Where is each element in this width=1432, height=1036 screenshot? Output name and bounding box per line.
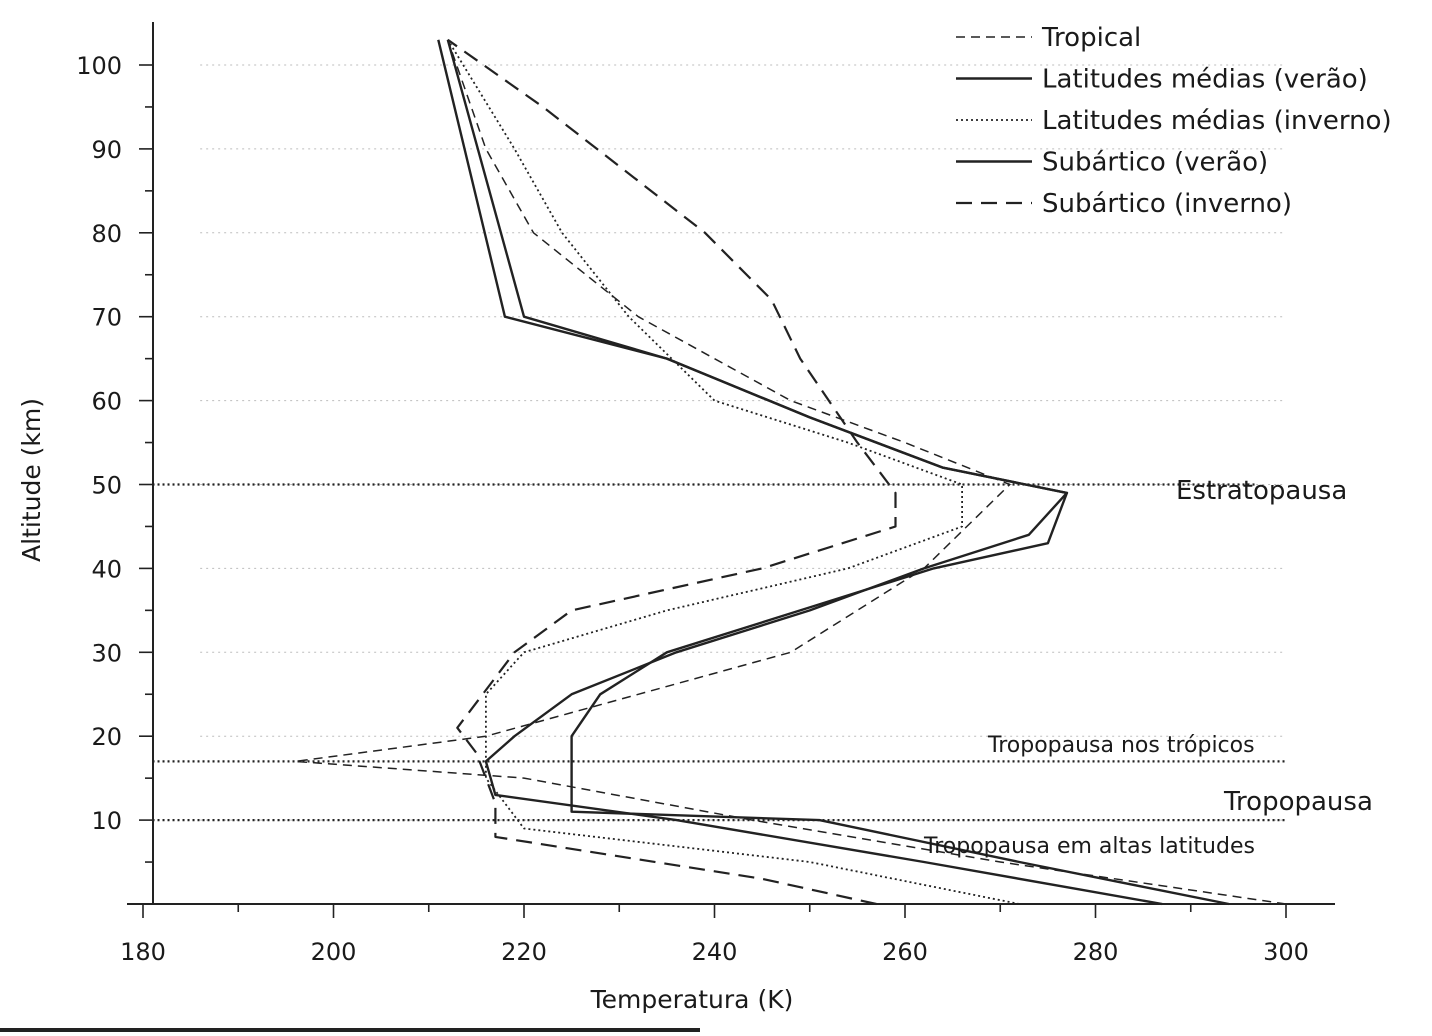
y-tick-label-10: 10 xyxy=(91,807,122,835)
y-tick-label-70: 70 xyxy=(91,304,122,332)
legend-label-1: Tropical xyxy=(1041,23,1141,53)
series-line-3 xyxy=(447,39,1020,905)
tropopausa-altas-latitudes-label: Tropopausa em altas latitudes xyxy=(923,834,1255,859)
grid-layer xyxy=(200,64,1286,821)
series-layer xyxy=(294,38,1287,906)
y-tick-label-50: 50 xyxy=(91,472,122,500)
series-line-5 xyxy=(447,38,897,906)
y-tick-label-40: 40 xyxy=(91,555,122,583)
ticks-layer: 10 20 30 40 50 60 70 80 90 100 180 200 220 240 260 280 3… xyxy=(76,52,1309,966)
y-tick-label-80: 80 xyxy=(91,220,122,248)
y-tick-label-60: 60 xyxy=(91,388,122,416)
y-axis-title: Altitude (km) xyxy=(17,398,46,562)
y-tick-label-20: 20 xyxy=(91,723,122,751)
x-tick-label-260: 260 xyxy=(882,938,928,966)
legend-label-3: Latitudes médias (inverno) xyxy=(1042,106,1392,136)
legend-label-5: Subártico (inverno) xyxy=(1042,189,1292,219)
estratopausa-label: Estratopausa xyxy=(1176,476,1347,506)
legend-label-2: Latitudes médias (verão) xyxy=(1042,65,1368,95)
tropopausa-label: Tropopausa xyxy=(1223,787,1373,817)
legend-label-4: Subártico (verão) xyxy=(1042,148,1268,178)
x-axis-title: Temperatura (K) xyxy=(590,985,794,1014)
series-line-4 xyxy=(446,39,1163,906)
x-tick-label-220: 220 xyxy=(501,938,547,966)
y-tick-label-100: 100 xyxy=(76,52,122,80)
x-tick-label-300: 300 xyxy=(1263,938,1309,966)
y-tick-label-90: 90 xyxy=(91,136,122,164)
tropopausa-tropicos-label: Tropopausa nos trópicos xyxy=(987,733,1255,758)
x-tick-label-280: 280 xyxy=(1073,938,1119,966)
x-tick-label-180: 180 xyxy=(120,938,166,966)
axes-layer xyxy=(127,22,1335,905)
y-tick-label-30: 30 xyxy=(91,639,122,667)
x-tick-label-200: 200 xyxy=(311,938,357,966)
reference-lines-layer xyxy=(152,483,1286,822)
legend: Tropical Latitudes médias (verão) Latitude… xyxy=(956,23,1392,219)
x-tick-label-240: 240 xyxy=(692,938,738,966)
